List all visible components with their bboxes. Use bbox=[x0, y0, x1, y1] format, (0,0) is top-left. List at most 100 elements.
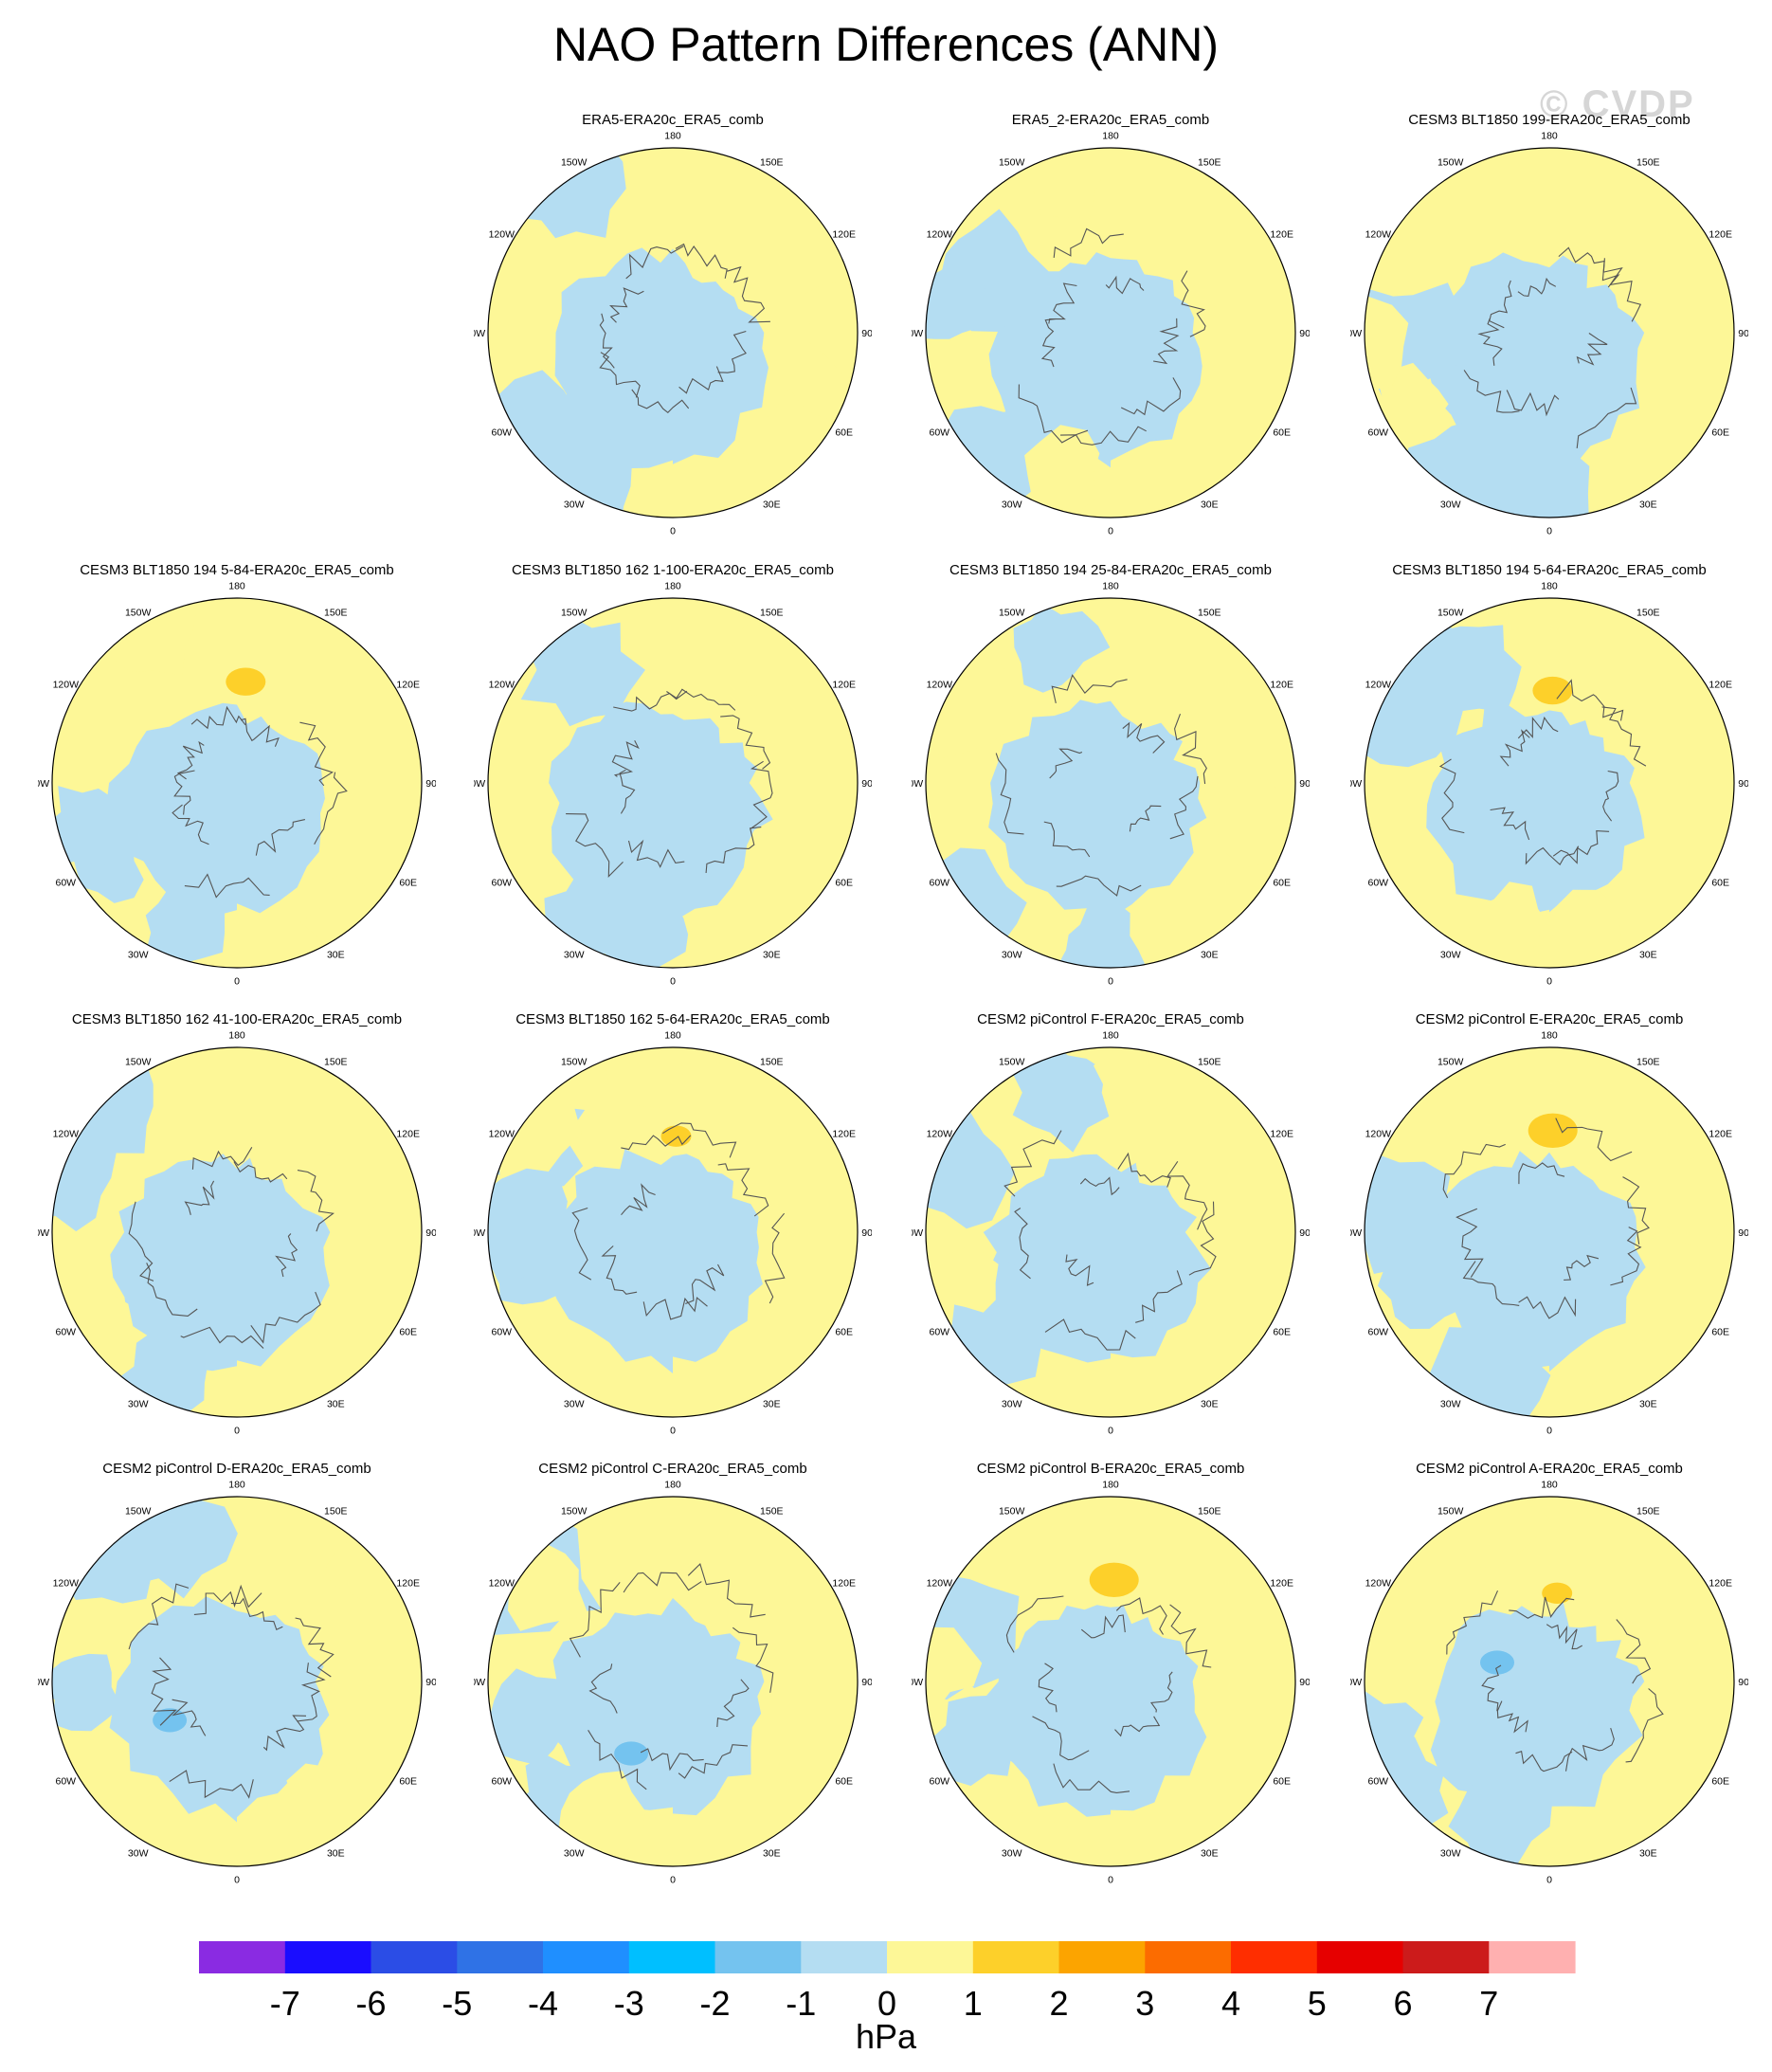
longitude-label: 120W bbox=[1365, 680, 1392, 691]
longitude-label: 150E bbox=[324, 1505, 348, 1517]
negative-field bbox=[544, 1598, 765, 1816]
longitude-label: 120W bbox=[927, 680, 953, 691]
anomaly-core bbox=[660, 1125, 692, 1147]
longitude-label: 60E bbox=[1273, 1775, 1291, 1787]
longitude-label: 60W bbox=[930, 877, 950, 888]
longitude-label: 30W bbox=[564, 1848, 585, 1860]
map-border bbox=[487, 1046, 859, 1418]
longitude-label: 180 bbox=[1541, 1029, 1558, 1041]
map-panel: CESM3 BLT1850 162 1-100-ERA20c_ERA5_comb… bbox=[474, 562, 872, 1008]
longitude-label: 60W bbox=[1368, 427, 1389, 438]
longitude-label: 120E bbox=[832, 1129, 856, 1140]
negative-lobe bbox=[926, 406, 1043, 518]
longitude-label: 90W bbox=[1350, 1677, 1362, 1688]
positive-lobe bbox=[1024, 425, 1100, 518]
longitude-label: 30W bbox=[128, 1399, 149, 1410]
longitude-label: 90W bbox=[912, 328, 923, 339]
longitude-label: 150W bbox=[561, 1056, 588, 1067]
longitude-label: 30E bbox=[763, 1848, 781, 1860]
longitude-label: 180 bbox=[664, 1029, 681, 1041]
coastlines bbox=[569, 1562, 774, 1790]
longitude-label: 60W bbox=[930, 1775, 950, 1787]
longitude-label: 60W bbox=[1368, 1775, 1389, 1787]
panel-title: CESM3 BLT1850 162 41-100-ERA20c_ERA5_com… bbox=[71, 1011, 403, 1027]
map-border bbox=[925, 1496, 1296, 1867]
negative-lobe bbox=[927, 1695, 1023, 1787]
coastlines bbox=[995, 674, 1207, 897]
longitude-label: 30W bbox=[1440, 1399, 1461, 1410]
negative-field bbox=[1426, 700, 1645, 916]
negative-lobe bbox=[604, 886, 689, 968]
longitude-label: 60E bbox=[835, 427, 853, 438]
negative-lobe bbox=[1365, 1153, 1451, 1274]
longitude-label: 120W bbox=[489, 680, 515, 691]
polar-map: 180 150E 120E 90E 60E 30E 0 30W 60W 90W 120W 150W bbox=[912, 1029, 1310, 1437]
longitude-label: 120E bbox=[1709, 229, 1732, 241]
positive-lobe bbox=[1021, 148, 1106, 218]
longitude-label: 30W bbox=[1440, 500, 1461, 511]
longitude-label: 150E bbox=[324, 607, 348, 618]
longitude-label: 30E bbox=[1201, 1399, 1219, 1410]
map-panel: CESM3 BLT1850 194 25-84-ERA20c_ERA5_comb… bbox=[912, 562, 1310, 1008]
longitude-label: 0 bbox=[1108, 1426, 1113, 1437]
longitude-label: 30E bbox=[1639, 1848, 1657, 1860]
longitude-label: 0 bbox=[1108, 1875, 1113, 1886]
longitude-label: 30W bbox=[1002, 1848, 1022, 1860]
positive-lobe bbox=[557, 1771, 645, 1863]
longitude-label: 150W bbox=[125, 1056, 152, 1067]
negative-lobe bbox=[488, 1173, 568, 1289]
polar-map: 180 150E 120E 90E 60E 30E 0 30W 60W 90W 120W 150W bbox=[38, 1479, 436, 1885]
longitude-label: 30E bbox=[763, 500, 781, 511]
negative-field bbox=[541, 1149, 763, 1373]
map-border bbox=[925, 1046, 1296, 1418]
longitude-label: 120W bbox=[1365, 1129, 1392, 1140]
longitude-label: 150W bbox=[999, 607, 1025, 618]
map-border bbox=[925, 597, 1296, 969]
longitude-label: 180 bbox=[228, 580, 245, 591]
longitude-label: 120E bbox=[832, 1578, 856, 1590]
negative-lobe bbox=[52, 786, 139, 869]
negative-field bbox=[978, 1605, 1207, 1817]
longitude-label: 30E bbox=[1201, 1848, 1219, 1860]
longitude-label: 60E bbox=[835, 1775, 853, 1787]
longitude-label: 150W bbox=[125, 1505, 152, 1517]
longitude-label: 180 bbox=[228, 1029, 245, 1041]
panel-title: CESM3 BLT1850 199-ERA20c_ERA5_comb bbox=[1408, 112, 1691, 128]
longitude-label: 180 bbox=[228, 1479, 245, 1490]
longitude-label: 150E bbox=[1198, 1505, 1221, 1517]
longitude-label: 30E bbox=[327, 950, 345, 961]
positive-lobe bbox=[1654, 1147, 1734, 1250]
panel-title: CESM2 piControl C-ERA20c_ERA5_comb bbox=[538, 1461, 807, 1477]
negative-field bbox=[549, 701, 773, 923]
longitude-label: 180 bbox=[1102, 580, 1119, 591]
longitude-label: 120W bbox=[1365, 1578, 1392, 1590]
coastlines bbox=[1004, 1130, 1217, 1351]
longitude-label: 30W bbox=[564, 950, 585, 961]
positive-lobe bbox=[108, 598, 197, 676]
anomaly-core bbox=[153, 1708, 188, 1733]
map-panel: CESM3 BLT1850 194 5-84-ERA20c_ERA5_comb 1… bbox=[38, 562, 436, 1008]
longitude-label: 30W bbox=[564, 500, 585, 511]
negative-lobe bbox=[1474, 437, 1590, 518]
coastlines bbox=[1442, 1118, 1650, 1319]
coastlines bbox=[1463, 246, 1642, 448]
colorbar-swatch bbox=[1316, 1941, 1404, 1973]
negative-field bbox=[110, 1154, 331, 1372]
longitude-label: 120W bbox=[927, 1578, 953, 1590]
longitude-label: 150W bbox=[561, 1505, 588, 1517]
colorbar-swatch bbox=[199, 1941, 286, 1973]
longitude-label: 120E bbox=[1270, 1578, 1293, 1590]
colorbar-swatch bbox=[543, 1941, 630, 1973]
anomaly-core bbox=[226, 667, 266, 696]
map-panel: CESM2 piControl A-ERA20c_ERA5_comb 180 150… bbox=[1350, 1461, 1748, 1906]
polar-map: 180 150E 120E 90E 60E 30E 0 30W 60W 90W 120W 150W bbox=[1350, 580, 1748, 987]
longitude-label: 120E bbox=[1709, 1129, 1732, 1140]
polar-map: 180 150E 120E 90E 60E 30E 0 30W 60W 90W 120W 150W bbox=[38, 580, 436, 987]
map-panel: ERA5-ERA20c_ERA5_comb 180 150E 120E 90E 60E 30… bbox=[474, 112, 872, 557]
longitude-label: 60W bbox=[492, 1326, 513, 1337]
longitude-label: 150W bbox=[1437, 156, 1464, 168]
longitude-label: 120E bbox=[396, 1129, 420, 1140]
longitude-label: 120W bbox=[927, 1129, 953, 1140]
longitude-label: 60W bbox=[492, 427, 513, 438]
longitude-label: 90E bbox=[425, 1677, 436, 1688]
